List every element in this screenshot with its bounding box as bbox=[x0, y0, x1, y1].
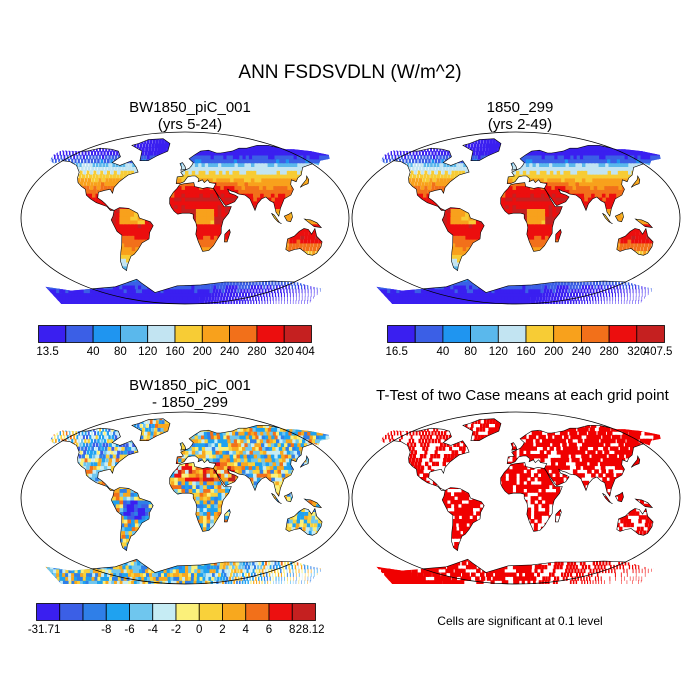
map-ttest bbox=[351, 411, 681, 585]
colorbar-label: 40 bbox=[86, 346, 100, 358]
colorbar-label: -8 bbox=[101, 624, 112, 636]
colorbar-label: 0 bbox=[196, 624, 203, 636]
colorbar-label: 160 bbox=[165, 346, 185, 358]
colorbar-swatch bbox=[229, 325, 258, 343]
colorbar-label: 120 bbox=[138, 346, 158, 358]
colorbar-case2: 16.5 40 80 120 160 200 240 280 320 407.5 bbox=[385, 325, 672, 365]
colorbar-label: 280 bbox=[247, 346, 267, 358]
colorbar-swatch bbox=[82, 603, 107, 621]
colorbar-swatch bbox=[268, 603, 293, 621]
colorbar-swatch bbox=[256, 325, 285, 343]
map-border bbox=[20, 411, 350, 585]
colorbar-label: 16.5 bbox=[385, 346, 408, 358]
panel-title-diff: BW1850_piC_001 - 1850_299 bbox=[70, 377, 310, 411]
colorbar-label: 120 bbox=[488, 346, 508, 358]
colorbar-swatch bbox=[65, 325, 94, 343]
panel-title-ttest: T-Test of two Case means at each grid po… bbox=[355, 387, 690, 404]
colorbar-swatch bbox=[580, 325, 610, 343]
colorbar-label: 28.12 bbox=[295, 624, 325, 636]
colorbar-case2-boxes bbox=[387, 325, 665, 343]
map-case1 bbox=[20, 131, 350, 305]
colorbar-diff: -31.71 -8 -6 -4 -2 0 2 4 6 8 28.12 bbox=[28, 603, 325, 643]
colorbar-swatch bbox=[36, 603, 61, 621]
map-case2 bbox=[351, 131, 681, 305]
colorbar-label: -31.71 bbox=[27, 624, 61, 636]
colorbar-swatch bbox=[152, 603, 177, 621]
panel-title-ttest-line1: T-Test of two Case means at each grid po… bbox=[376, 387, 669, 404]
colorbar-swatch bbox=[147, 325, 176, 343]
colorbar-swatch bbox=[105, 603, 130, 621]
colorbar-swatch bbox=[175, 603, 200, 621]
map-diff bbox=[20, 411, 350, 585]
panel-title-case2-line1: 1850_299 bbox=[486, 99, 554, 116]
colorbar-label: 4 bbox=[242, 624, 249, 636]
colorbar-swatch bbox=[92, 325, 121, 343]
colorbar-swatch bbox=[525, 325, 555, 343]
colorbar-swatch bbox=[608, 325, 638, 343]
colorbar-swatch bbox=[120, 325, 149, 343]
colorbar-label: 404 bbox=[295, 346, 315, 358]
colorbar-case1-boxes bbox=[38, 325, 312, 343]
figure-title: ANN FSDSVDLN (W/m^2) bbox=[238, 62, 462, 83]
colorbar-swatch bbox=[553, 325, 582, 343]
colorbar-label: 2 bbox=[219, 624, 226, 636]
colorbar-diff-boxes bbox=[36, 603, 316, 621]
colorbar-swatch bbox=[201, 325, 231, 343]
panel-title-diff-line2: - 1850_299 bbox=[152, 394, 228, 411]
colorbar-label: 280 bbox=[599, 346, 619, 358]
map-border bbox=[20, 131, 350, 305]
map-border bbox=[351, 131, 681, 305]
panel-title-case1-line1: BW1850_piC_001 bbox=[129, 99, 251, 116]
colorbar-swatch bbox=[387, 325, 416, 343]
colorbar-label: -6 bbox=[124, 624, 135, 636]
colorbar-swatch bbox=[414, 325, 444, 343]
colorbar-label: 6 bbox=[265, 624, 273, 636]
panel-title-case1-line2: (yrs 5-24) bbox=[157, 116, 223, 133]
colorbar-swatch bbox=[129, 603, 154, 621]
colorbar-swatch bbox=[470, 325, 499, 343]
colorbar-label: 160 bbox=[516, 346, 536, 358]
colorbar-swatch bbox=[59, 603, 84, 621]
panel-title-case2-line2: (yrs 2-49) bbox=[487, 116, 553, 133]
colorbar-label: -4 bbox=[147, 624, 158, 636]
colorbar-swatch bbox=[283, 325, 312, 343]
colorbar-case1: 13.5 40 80 120 160 200 240 280 320 404 bbox=[36, 325, 315, 365]
colorbar-label: 200 bbox=[544, 346, 564, 358]
colorbar-swatch bbox=[291, 603, 316, 621]
colorbar-label: 80 bbox=[113, 346, 127, 358]
colorbar-label: 320 bbox=[627, 346, 647, 358]
colorbar-label: 240 bbox=[571, 346, 591, 358]
colorbar-swatch bbox=[198, 603, 223, 621]
colorbar-label: 240 bbox=[220, 346, 240, 358]
panel-title-case2: 1850_299 (yrs 2-49) bbox=[400, 99, 640, 133]
colorbar-swatch bbox=[497, 325, 527, 343]
colorbar-label: 13.5 bbox=[36, 346, 59, 358]
panel-title-case1: BW1850_piC_001 (yrs 5-24) bbox=[70, 99, 310, 133]
significance-note: Cells are significant at 0.1 level bbox=[437, 614, 603, 628]
colorbar-swatch bbox=[245, 603, 270, 621]
colorbar-swatch bbox=[636, 325, 665, 343]
colorbar-swatch bbox=[222, 603, 247, 621]
colorbar-label: 8 bbox=[289, 624, 296, 636]
colorbar-swatch bbox=[442, 325, 472, 343]
colorbar-label: 40 bbox=[436, 346, 450, 358]
colorbar-swatch bbox=[174, 325, 203, 343]
colorbar-label: 407.5 bbox=[643, 346, 673, 358]
colorbar-label: 200 bbox=[192, 346, 212, 358]
panel-title-diff-line1: BW1850_piC_001 bbox=[129, 377, 251, 394]
colorbar-label: -2 bbox=[170, 624, 182, 636]
colorbar-swatch bbox=[38, 325, 67, 343]
map-border bbox=[351, 411, 681, 585]
colorbar-label: 80 bbox=[464, 346, 477, 358]
colorbar-label: 320 bbox=[274, 346, 294, 358]
